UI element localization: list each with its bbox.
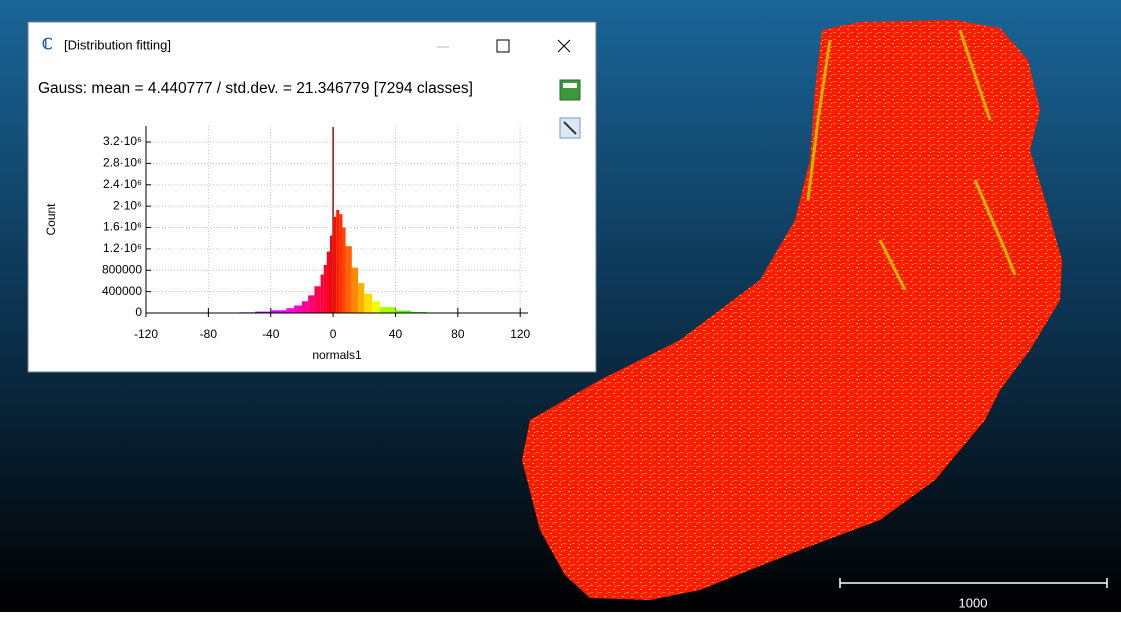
bar — [314, 286, 320, 313]
scale-label: 1000 — [959, 595, 988, 610]
bar — [358, 283, 364, 313]
bar — [352, 268, 358, 313]
x-axis-label: normals1 — [312, 348, 362, 362]
x-tick-label: -40 — [262, 327, 280, 341]
y-tick-label: 3.2·10⁶ — [103, 134, 142, 148]
screen: 1000 ℂ [Distribution fitting] Gauss: mea… — [0, 0, 1121, 612]
bar — [364, 294, 372, 313]
bar — [302, 301, 308, 313]
bar — [372, 301, 380, 313]
bar — [346, 246, 352, 313]
x-tick-label: 120 — [510, 327, 530, 341]
export-csv-button[interactable] — [560, 80, 580, 100]
app-icon: ℂ — [42, 36, 52, 53]
bar — [321, 275, 324, 313]
y-tick-label: 2.4·10⁶ — [103, 177, 142, 191]
bar — [330, 236, 332, 313]
x-tick-label: 40 — [389, 327, 403, 341]
bar — [342, 228, 345, 313]
y-tick-label: 800000 — [102, 262, 142, 276]
bar — [327, 252, 330, 313]
y-tick-label: 400000 — [102, 284, 142, 298]
x-tick-label: 0 — [330, 327, 337, 341]
dialog-title: [Distribution fitting] — [64, 37, 171, 52]
y-tick-label: 0 — [135, 305, 142, 319]
bar — [308, 295, 314, 313]
x-tick-label: 80 — [451, 327, 465, 341]
export-image-button[interactable] — [560, 118, 580, 138]
y-tick-label: 1.6·10⁶ — [103, 220, 142, 234]
y-tick-label: 2.8·10⁶ — [103, 156, 142, 170]
bar — [332, 127, 334, 313]
y-tick-label: 2·10⁶ — [113, 198, 142, 212]
bar — [336, 210, 339, 313]
bar — [286, 308, 294, 313]
y-tick-label: 1.2·10⁶ — [103, 241, 142, 255]
summary: Gauss: mean = 4.440777 / std.dev. = 21.3… — [38, 80, 473, 97]
bar — [334, 217, 336, 313]
bar — [380, 307, 396, 313]
bar — [324, 265, 327, 313]
dialog: ℂ [Distribution fitting] Gauss: mean = 4… — [28, 22, 596, 372]
x-tick-label: -120 — [134, 327, 158, 341]
bar — [294, 306, 302, 313]
x-tick-label: -80 — [200, 327, 218, 341]
bar — [339, 214, 342, 313]
y-axis-label: Count — [44, 203, 58, 236]
